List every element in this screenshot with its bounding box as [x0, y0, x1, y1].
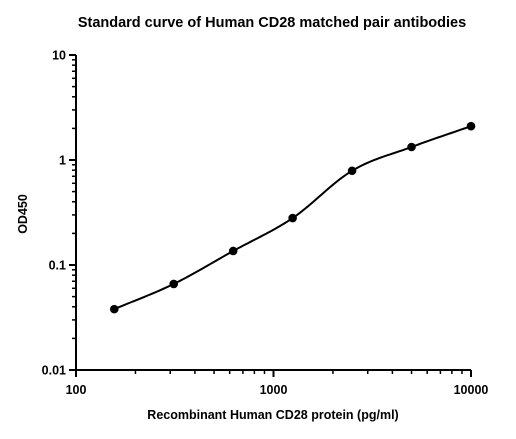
data-point: [407, 142, 416, 152]
x-axis-title: Recombinant Human CD28 protein (pg/ml): [147, 408, 398, 422]
y-tick-label: 0.01: [42, 364, 66, 378]
data-points: [109, 121, 476, 314]
x-tick-label: 10000: [454, 383, 489, 397]
data-point: [466, 121, 476, 131]
y-axis-title: OD450: [16, 194, 30, 234]
data-point: [288, 213, 297, 223]
data-point: [109, 304, 119, 314]
x-tick-label: 1000: [260, 383, 288, 397]
x-tick-label: 100: [66, 383, 87, 397]
chart-title: Standard curve of Human CD28 matched pai…: [78, 15, 466, 31]
data-point: [347, 166, 357, 176]
y-tick-label: 10: [52, 49, 66, 63]
axes: [75, 55, 471, 371]
data-point: [228, 246, 238, 256]
y-tick-label: 1: [59, 154, 66, 168]
y-tick-label: 0.1: [49, 259, 66, 273]
ticks: 0.01 0.1 1 10 100 1000 10000: [42, 49, 489, 398]
data-point: [169, 279, 179, 289]
